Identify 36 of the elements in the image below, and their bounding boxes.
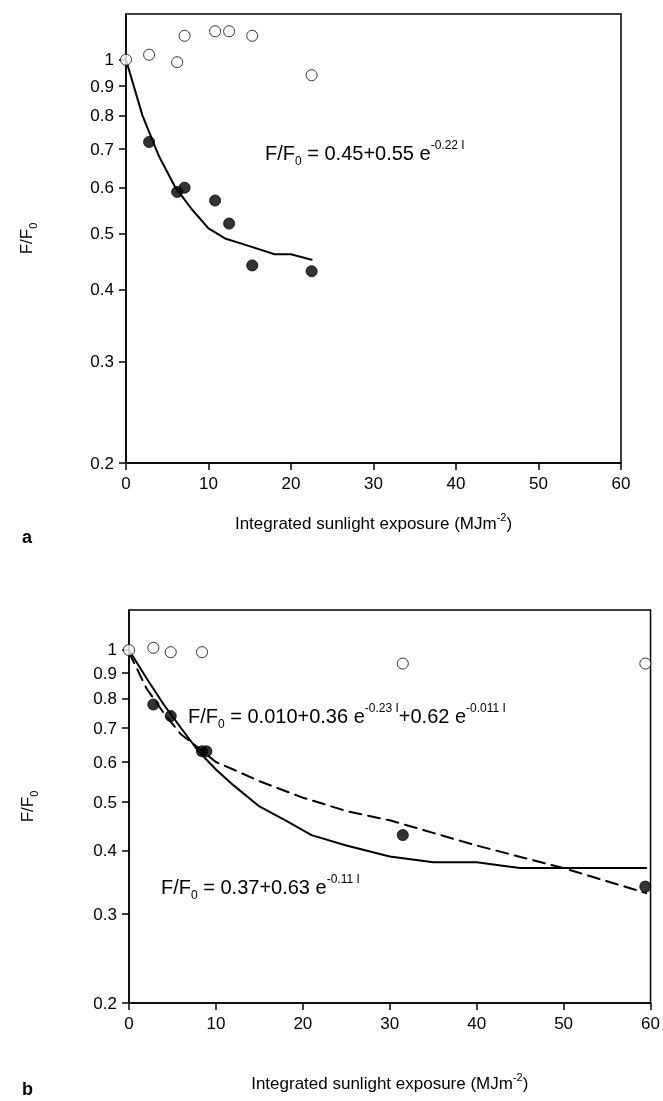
x-tick-label: 20	[293, 1014, 313, 1033]
y-tick-label: 0.6	[90, 178, 114, 198]
y-tick-label: 0.6	[93, 752, 117, 772]
x-tick-label: 10	[199, 474, 218, 493]
y-tick-label: 0.9	[93, 663, 117, 683]
y-tick-label: 1	[107, 640, 117, 660]
x-tick-label: 50	[529, 474, 548, 493]
text: a	[22, 527, 33, 547]
x-tick-label: 20	[281, 474, 301, 493]
y-tick-label: 0.7	[90, 139, 114, 159]
x-tick-label: 40	[467, 1014, 487, 1033]
y-tick-label: 0.7	[93, 718, 117, 738]
x-tick-label: 60	[641, 1014, 661, 1033]
x-tick-label: 40	[446, 474, 466, 493]
x-tick-label: 0	[124, 1014, 134, 1033]
y-axis-title: F/F0	[16, 222, 39, 255]
x-tick-label: 30	[380, 1014, 400, 1033]
y-tick-label: 0.4	[93, 841, 117, 861]
y-tick-label: 0.8	[93, 689, 117, 709]
x-tick-label: 10	[206, 1014, 226, 1033]
y-tick-label: 0.3	[90, 351, 114, 371]
y-tick-label: 0.8	[90, 106, 114, 126]
y-tick-label: 0.2	[93, 993, 117, 1013]
x-tick-label: 0	[121, 474, 131, 493]
y-tick-label: 0.5	[90, 223, 114, 243]
x-tick-label: 50	[554, 1014, 574, 1033]
y-tick-label: 0.2	[90, 453, 114, 473]
y-tick-label: 0.9	[90, 76, 114, 96]
text: b	[22, 1079, 33, 1099]
y-tick-label: 0.5	[93, 792, 117, 812]
y-axis-title: F/F0	[17, 790, 40, 823]
y-tick-label: 0.4	[90, 279, 114, 299]
y-tick-label: 0.3	[93, 904, 117, 924]
x-tick-label: 60	[611, 474, 631, 493]
x-tick-label: 30	[364, 474, 383, 493]
y-tick-label: 1	[104, 50, 114, 70]
